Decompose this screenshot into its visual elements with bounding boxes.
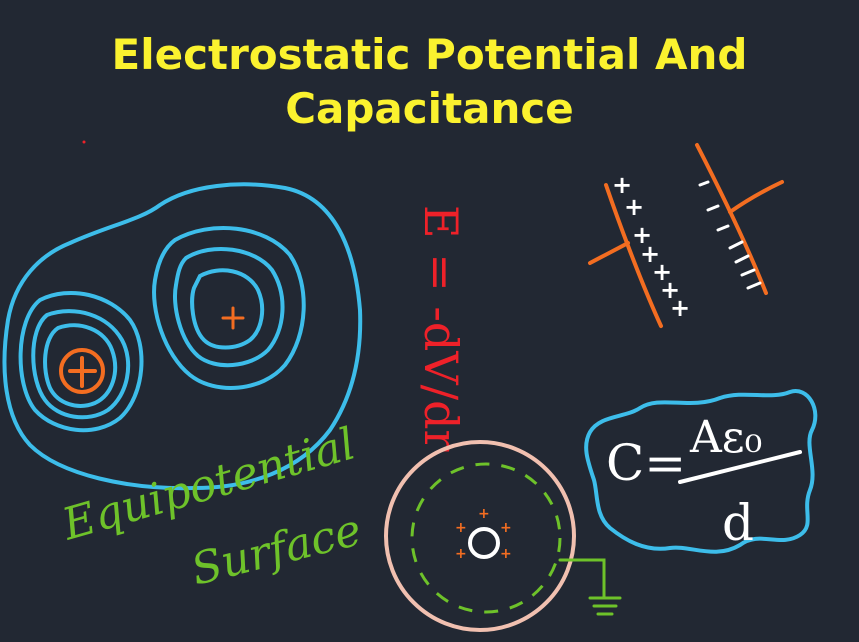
svg-text:+: +	[455, 520, 467, 536]
central-sphere	[468, 527, 500, 559]
svg-text:+: +	[500, 520, 512, 536]
svg-text:+: +	[660, 276, 680, 304]
svg-text:+: +	[500, 546, 512, 562]
left-contour-3	[43, 323, 118, 408]
outer-shell	[384, 440, 576, 632]
stray-dot	[82, 140, 86, 144]
right-contour-2	[173, 246, 285, 368]
sphere-charges: + + + + +	[455, 506, 512, 562]
positive-plate	[604, 183, 663, 328]
svg-text:+: +	[478, 506, 490, 522]
field-relation-text: E = -dV/dr	[414, 205, 468, 452]
equipotential-label: Equipotential Surface	[56, 418, 366, 595]
svg-text:+: +	[632, 221, 652, 249]
right-contour-3	[190, 268, 265, 350]
svg-text:+: +	[455, 546, 467, 562]
field-relation: E = -dV/dr	[414, 205, 468, 452]
parallel-plates	[588, 143, 784, 328]
equipotential-diagram	[2, 182, 363, 491]
negative-plate-lead	[728, 180, 784, 214]
right-charge	[221, 306, 245, 330]
svg-text:+: +	[612, 171, 632, 199]
svg-text:+: +	[652, 258, 672, 286]
left-charge	[59, 348, 105, 394]
negative-plate	[695, 143, 768, 295]
title-line-2: Capacitance	[285, 84, 574, 133]
plus-charges: + + + + + + +	[612, 171, 690, 322]
right-contour-1	[152, 226, 306, 390]
left-contour-1	[18, 291, 144, 433]
title-line-1: Electrostatic Potential And	[111, 30, 748, 79]
ground-symbol	[558, 558, 622, 616]
capacitance-formula: C= Aε₀ d	[606, 412, 762, 552]
outer-contour	[2, 182, 363, 491]
left-contour-2	[31, 309, 131, 420]
svg-text:+: +	[640, 240, 660, 268]
svg-text:+: +	[624, 193, 644, 221]
formula-fraction-bar	[678, 450, 802, 484]
page-title: Electrostatic Potential And Capacitance	[0, 28, 859, 136]
positive-plate-lead	[588, 241, 630, 265]
formula-denominator: d	[722, 494, 754, 552]
formula-cloud	[584, 389, 818, 554]
inner-dashed-shell	[410, 462, 562, 614]
svg-text:+: +	[670, 294, 690, 322]
formula-numerator: Aε₀	[689, 412, 762, 463]
minus-charges	[698, 180, 762, 290]
surface-text: Surface	[186, 504, 366, 595]
formula-lhs: C=	[606, 434, 686, 492]
